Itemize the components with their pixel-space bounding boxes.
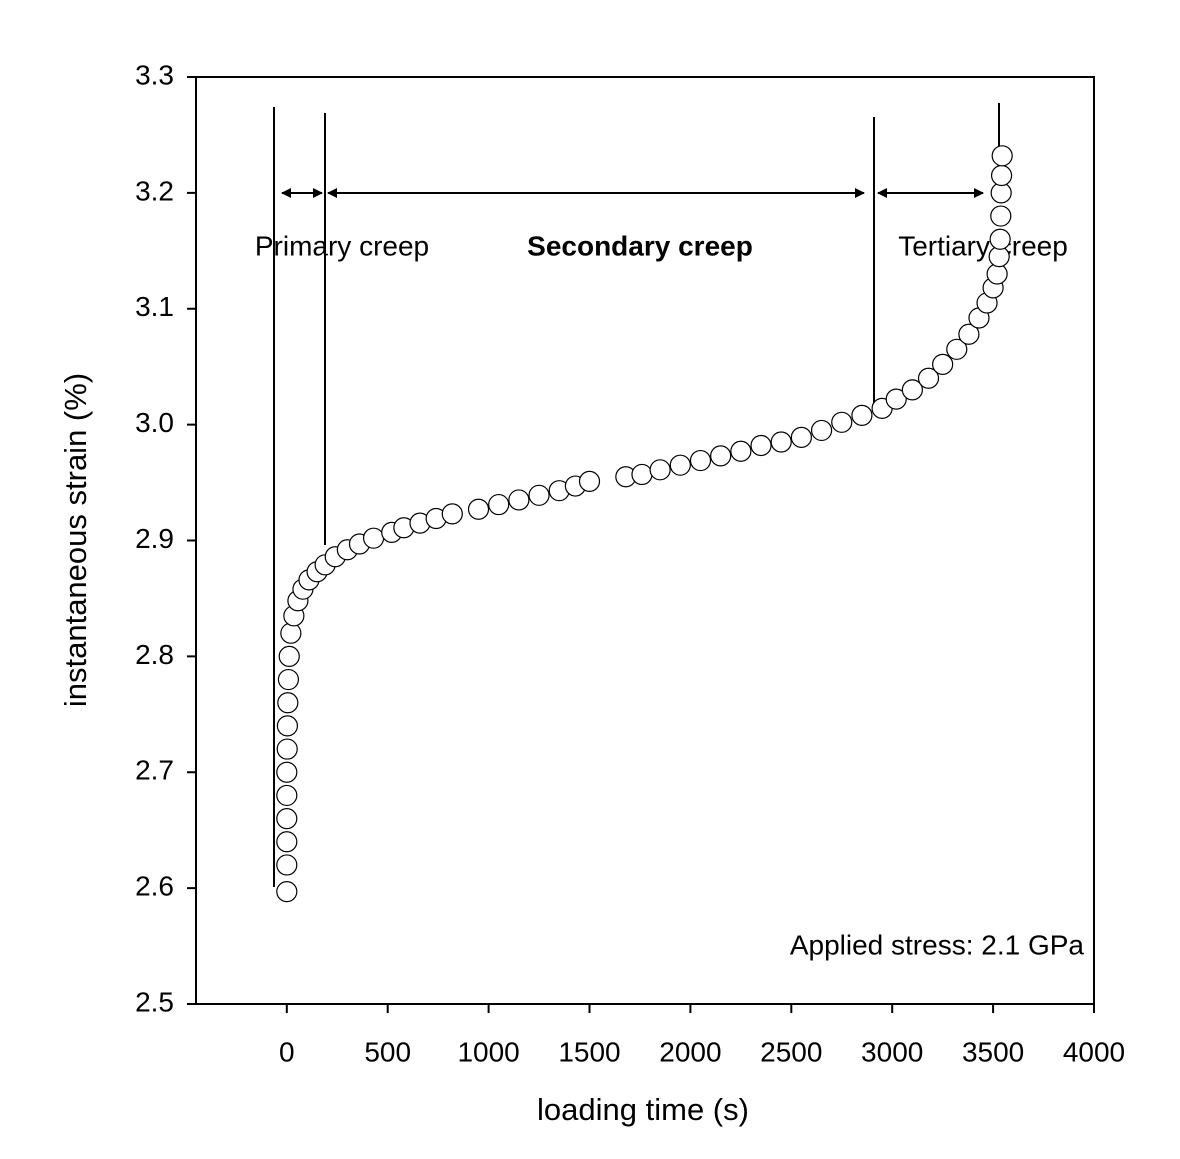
point <box>441 503 463 525</box>
point <box>770 431 792 453</box>
point <box>528 484 550 506</box>
y-tick-label: 2.6 <box>135 871 174 902</box>
point <box>276 881 298 903</box>
point <box>508 489 530 511</box>
y-axis-label: instantaneous strain (%) <box>58 373 93 707</box>
x-tick-label: 1000 <box>457 1036 519 1067</box>
x-axis-label: loading time (s) <box>537 1092 749 1127</box>
y-tick-label: 3.2 <box>135 175 174 206</box>
point <box>851 404 873 426</box>
y-tick-label: 2.8 <box>135 639 174 670</box>
point <box>276 854 298 876</box>
point <box>276 738 298 760</box>
point <box>278 645 300 667</box>
point <box>276 807 298 830</box>
point <box>790 426 812 448</box>
x-tick-label: 2500 <box>760 1036 822 1067</box>
point <box>991 145 1013 167</box>
plot-frame <box>195 76 1095 1005</box>
annotation: Applied stress: 2.1 GPa <box>790 929 1085 960</box>
annotation: Primary creep <box>255 230 429 261</box>
point <box>276 761 298 783</box>
point <box>901 379 923 401</box>
y-tick-label: 3.3 <box>135 59 174 90</box>
point <box>280 622 302 644</box>
annotation: Tertiary creep <box>898 230 1068 261</box>
x-tick-label: 2000 <box>659 1036 721 1067</box>
point <box>669 454 691 476</box>
point <box>277 692 299 714</box>
x-tick-label: 3000 <box>861 1036 923 1067</box>
point <box>276 715 299 737</box>
point <box>946 338 968 360</box>
point <box>958 323 980 345</box>
point <box>932 353 954 375</box>
x-tick-label: 3500 <box>962 1036 1024 1067</box>
point <box>276 831 298 853</box>
point <box>750 434 772 457</box>
point <box>578 470 601 493</box>
y-tick-label: 2.9 <box>135 523 174 554</box>
point <box>631 463 653 486</box>
point <box>649 459 671 481</box>
point <box>885 388 907 410</box>
point <box>276 784 298 807</box>
point <box>831 411 853 433</box>
point <box>710 445 732 467</box>
point <box>730 440 752 462</box>
point <box>488 493 510 516</box>
point <box>810 419 833 442</box>
point <box>917 367 940 389</box>
x-tick-label: 0 <box>279 1036 295 1067</box>
point <box>467 498 490 520</box>
point <box>277 668 300 691</box>
annotation: Secondary creep <box>527 230 753 261</box>
y-tick-label: 3.0 <box>135 407 174 438</box>
y-tick-label: 3.1 <box>135 291 174 322</box>
point <box>989 228 1011 250</box>
x-tick-label: 1500 <box>558 1036 620 1067</box>
y-tick-label: 2.7 <box>135 755 174 786</box>
x-tick-label: 4000 <box>1063 1036 1125 1067</box>
y-tick-label: 2.5 <box>135 986 174 1017</box>
point <box>689 449 712 472</box>
point <box>990 164 1013 187</box>
point <box>362 527 385 549</box>
phase-lines <box>273 103 1000 887</box>
point <box>990 205 1012 227</box>
x-tick-label: 500 <box>364 1036 411 1067</box>
